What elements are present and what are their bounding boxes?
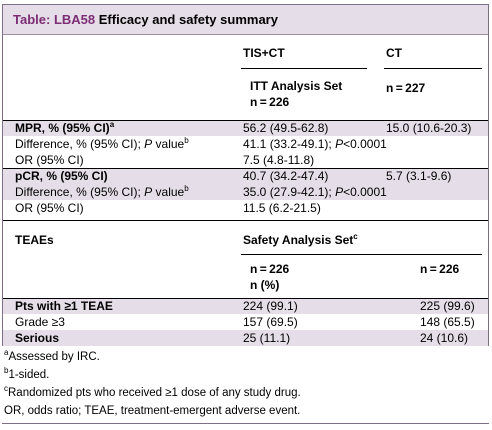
ct-n: n = 227: [386, 81, 426, 95]
safety-rows-top-rule: [3, 298, 488, 299]
safety-n2: n = 226: [420, 262, 460, 276]
safety-n-pct: n (%): [250, 278, 280, 292]
footnote: aAssessed by IRC.: [4, 348, 100, 363]
row-shade: [3, 168, 488, 200]
pcr-top-rule: [3, 168, 488, 169]
itt-set-label: ITT Analysis Set: [250, 79, 343, 93]
col1-header-rule: [241, 68, 367, 69]
safety-set-label: Safety Analysis Setc: [243, 232, 358, 248]
col2-header-rule: [384, 68, 482, 69]
row-value-ct: 5.7 (3.1-9.6): [386, 169, 452, 183]
row-value-ct: 148 (65.5): [420, 315, 475, 329]
col-header-ct: CT: [386, 46, 402, 60]
row-label: Pts with ≥1 TEAE: [15, 299, 113, 313]
row-value-tis: 11.5 (6.2-21.5): [243, 201, 321, 215]
title-text: Efficacy and safety summary: [98, 12, 278, 27]
footnote: b1-sided.: [4, 366, 50, 381]
row-value-tis: 40.7 (34.2-47.4): [243, 169, 329, 183]
title-label: Table:: [13, 12, 51, 27]
row-label: Serious: [15, 331, 60, 345]
col-header-tis-ct: TIS+CT: [243, 46, 285, 60]
row-label: Difference, % (95% CI); P valueb: [15, 136, 189, 152]
footnote: OR, odds ratio; TEAE, treatment-emergent…: [4, 405, 301, 417]
itt-n: n = 226: [250, 95, 290, 109]
title-number: LBA58: [53, 12, 96, 27]
safety-header-rule: [241, 254, 482, 255]
row-label: MPR, % (95% CI)a: [15, 120, 115, 136]
teaes-label: TEAEs: [15, 233, 54, 247]
row-label: OR (95% CI): [15, 153, 84, 167]
row-value-tis: 56.2 (49.5-62.8): [243, 121, 329, 135]
row-value-ct: 24 (10.6): [420, 331, 469, 345]
row-shade: [3, 120, 488, 136]
row-label: Grade ≥3: [15, 315, 65, 329]
row-value-tis: 35.0 (27.9-42.1); P<0.0001: [243, 185, 387, 199]
row-value-ct: 225 (99.6): [420, 299, 475, 313]
row-value-tis: 157 (69.5): [243, 315, 298, 329]
row-label: OR (95% CI): [15, 201, 84, 215]
efficacy-top-rule: [3, 120, 488, 121]
row-shade: [3, 330, 488, 346]
safety-n1: n = 226: [250, 262, 290, 276]
row-value-tis: 41.1 (33.2-49.1); P<0.0001: [243, 137, 387, 151]
footnote: cRandomized pts who received ≥1 dose of …: [4, 384, 301, 399]
row-label: pCR, % (95% CI): [15, 169, 108, 183]
summary-table: Table: LBA58 Efficacy and safety summary…: [2, 4, 489, 346]
row-shade: [3, 298, 488, 314]
row-label: Difference, % (95% CI); P valueb: [15, 184, 189, 200]
safety-top-rule: [3, 220, 488, 221]
table-title: Table: LBA58 Efficacy and safety summary: [3, 5, 488, 35]
row-value-ct: 15.0 (10.6-20.3): [386, 121, 472, 135]
row-value-tis: 25 (11.1): [243, 331, 291, 345]
footnote-bottom-rule: [2, 423, 489, 424]
row-value-tis: 7.5 (4.8-11.8): [243, 153, 315, 167]
row-value-tis: 224 (99.1): [243, 299, 298, 313]
